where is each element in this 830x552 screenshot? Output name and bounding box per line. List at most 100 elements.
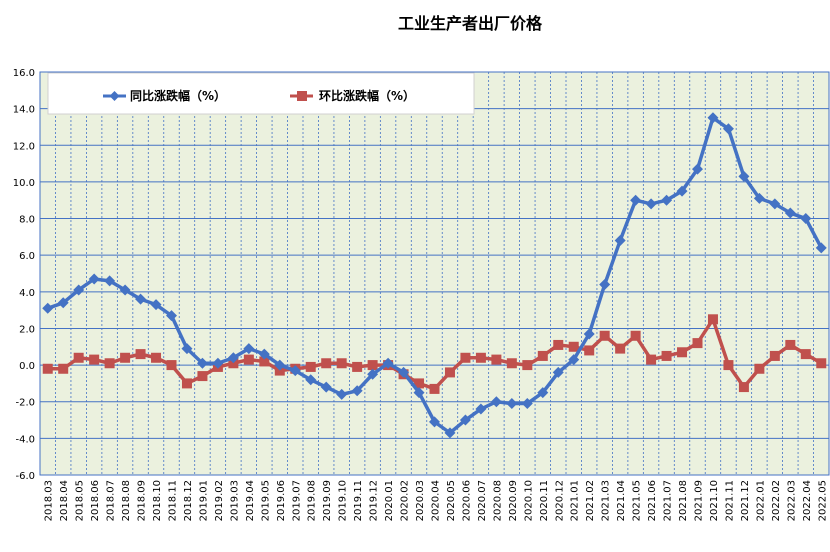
data-point bbox=[645, 198, 657, 210]
y-axis-tick-labels: 16.0 14.0 12.0 10.0 8.0 6.0 4.0 2.0 0.0 -2.0 -4.0 -… bbox=[13, 68, 35, 482]
data-point bbox=[42, 363, 53, 374]
data-point bbox=[444, 367, 455, 378]
y-tick-label: -2.0 bbox=[15, 398, 35, 409]
data-point bbox=[490, 396, 502, 408]
data-point bbox=[227, 352, 239, 364]
data-point bbox=[57, 297, 69, 309]
data-point bbox=[553, 339, 564, 350]
data-point bbox=[119, 284, 131, 296]
y-tick-label: 14.0 bbox=[13, 105, 35, 116]
y-tick-label: 2.0 bbox=[19, 324, 35, 335]
data-point bbox=[151, 352, 162, 363]
x-tick-label: 2020.12 bbox=[554, 480, 565, 521]
x-tick-label: 2021.07 bbox=[663, 480, 674, 521]
data-point bbox=[459, 414, 471, 426]
y-tick-label: 16.0 bbox=[13, 68, 35, 79]
data-point bbox=[181, 378, 192, 389]
x-tick-label: 2022.01 bbox=[755, 480, 766, 521]
x-tick-label: 2019.01 bbox=[198, 480, 209, 521]
y-tick-label: 0.0 bbox=[19, 361, 35, 372]
x-tick-label: 2021.01 bbox=[570, 480, 581, 521]
data-point bbox=[506, 358, 517, 369]
data-point bbox=[615, 343, 626, 354]
legend: 同比涨跌幅（%） 环比涨跌幅（%） bbox=[47, 72, 475, 115]
x-tick-label: 2018.11 bbox=[168, 480, 179, 521]
data-point bbox=[568, 341, 579, 352]
data-point bbox=[398, 366, 410, 378]
data-point bbox=[754, 363, 765, 374]
data-point bbox=[552, 366, 564, 378]
x-tick-label: 2020.07 bbox=[477, 480, 488, 521]
data-point bbox=[753, 192, 765, 204]
data-point bbox=[676, 185, 688, 197]
data-point bbox=[243, 343, 255, 355]
data-point bbox=[537, 387, 549, 399]
x-tick-label: 2018.03 bbox=[44, 480, 55, 521]
data-point bbox=[305, 361, 316, 372]
y-tick-label: -4.0 bbox=[15, 434, 35, 445]
data-point bbox=[104, 358, 115, 369]
legend-marker-mom-square-icon bbox=[297, 91, 307, 101]
data-point bbox=[367, 368, 379, 380]
data-point bbox=[692, 338, 703, 349]
x-tick-label: 2020.03 bbox=[415, 480, 426, 521]
data-point bbox=[351, 385, 363, 397]
data-point bbox=[816, 358, 827, 369]
x-axis-tick-labels: 2018.03 2018.04 2018.05 2018.06 2018.07 2018.… bbox=[44, 480, 829, 521]
legend-marker-yoy-diamond-icon bbox=[109, 91, 120, 101]
x-tick-label: 2018.04 bbox=[59, 480, 70, 521]
data-point bbox=[800, 349, 811, 360]
x-tick-label: 2019.07 bbox=[291, 480, 302, 521]
x-tick-label: 2018.08 bbox=[121, 480, 132, 521]
y-tick-label: 12.0 bbox=[13, 141, 35, 152]
y-tick-label: 4.0 bbox=[19, 288, 35, 299]
data-point bbox=[166, 310, 177, 322]
data-point bbox=[429, 416, 440, 428]
data-point bbox=[104, 275, 116, 287]
x-tick-label: 2018.10 bbox=[152, 480, 163, 521]
x-tick-label: 2020.02 bbox=[400, 480, 411, 521]
data-point bbox=[537, 350, 548, 361]
data-point bbox=[258, 348, 270, 360]
data-point bbox=[259, 356, 270, 367]
data-point bbox=[475, 403, 487, 415]
data-point bbox=[583, 328, 595, 340]
y-tick-label: -6.0 bbox=[15, 471, 35, 482]
x-tick-label: 2021.09 bbox=[694, 480, 705, 521]
data-point bbox=[444, 427, 456, 439]
series-layer bbox=[42, 112, 827, 439]
data-point bbox=[289, 365, 301, 377]
data-point bbox=[707, 314, 718, 325]
data-point bbox=[784, 207, 796, 219]
x-tick-label: 2019.12 bbox=[369, 480, 380, 521]
data-point bbox=[646, 354, 657, 365]
x-tick-label: 2021.03 bbox=[601, 480, 612, 521]
data-point bbox=[382, 357, 394, 369]
data-point bbox=[150, 299, 162, 311]
data-point bbox=[723, 360, 734, 371]
data-point bbox=[320, 381, 332, 393]
data-point bbox=[274, 359, 286, 371]
x-tick-label: 2021.12 bbox=[740, 480, 751, 521]
data-point bbox=[321, 358, 332, 369]
data-point bbox=[414, 378, 425, 389]
x-tick-label: 2022.02 bbox=[771, 480, 782, 521]
data-point bbox=[614, 235, 626, 247]
x-tick-label: 2020.04 bbox=[431, 480, 442, 521]
data-point bbox=[135, 349, 146, 360]
plot-area bbox=[40, 72, 829, 475]
vertical-gridlines bbox=[55, 72, 814, 475]
x-tick-label: 2020.06 bbox=[461, 480, 472, 521]
data-point bbox=[738, 170, 750, 182]
data-point bbox=[677, 347, 688, 358]
x-tick-label: 2018.06 bbox=[90, 480, 101, 521]
x-tick-label: 2019.06 bbox=[276, 480, 287, 521]
data-point bbox=[120, 352, 131, 363]
x-tick-label: 2018.07 bbox=[106, 480, 117, 521]
x-tick-label: 2021.02 bbox=[585, 480, 596, 521]
legend-label-yoy: 同比涨跌幅（%） bbox=[130, 88, 226, 103]
data-point bbox=[491, 354, 502, 365]
data-point bbox=[506, 398, 518, 410]
series-yoy bbox=[42, 112, 827, 439]
